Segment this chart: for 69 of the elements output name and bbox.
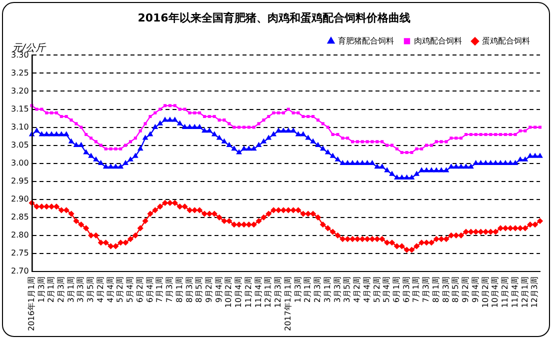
x-tick-label: 5月4周 bbox=[382, 276, 392, 303]
x-tick-label: 4月2周 bbox=[352, 276, 362, 303]
x-tick-label: 12月1周 bbox=[264, 276, 273, 308]
x-tick-label: 11月4周 bbox=[254, 276, 263, 308]
x-tick-label: 3月5周 bbox=[86, 276, 96, 303]
y-tick-label: 3.00 bbox=[11, 158, 29, 168]
y-tick-label: 3.30 bbox=[11, 50, 29, 60]
y-tick-label: 2.95 bbox=[11, 176, 29, 186]
x-tick-label: 7月1周 bbox=[412, 276, 421, 303]
x-tick-label: 2017年1月1周 bbox=[283, 276, 292, 332]
x-tick-label: 7月3周 bbox=[165, 276, 174, 303]
legend-label: 蛋鸡配合饲料 bbox=[482, 36, 530, 46]
x-tick-label: 5月2周 bbox=[116, 276, 125, 303]
x-tick-label: 2月1周 bbox=[303, 276, 312, 303]
x-tick-label: 6月2周 bbox=[135, 276, 144, 303]
x-tick-label: 12月3周 bbox=[530, 276, 540, 308]
x-tick-label: 2月3周 bbox=[56, 276, 66, 303]
chart-title: 2016年以来全国育肥猪、肉鸡和蛋鸡配合饲料价格曲线 bbox=[138, 11, 410, 24]
y-tick-label: 3.05 bbox=[11, 140, 29, 150]
x-tick-label: 4月4周 bbox=[362, 276, 372, 303]
y-tick-label: 2.75 bbox=[11, 248, 29, 258]
x-tick-label: 6月4周 bbox=[145, 276, 154, 303]
x-tick-label: 1月3周 bbox=[293, 276, 302, 303]
x-tick-label: 4月4周 bbox=[106, 276, 115, 303]
x-tick-label: 10月2周 bbox=[224, 276, 234, 308]
y-tick-label: 2.80 bbox=[11, 230, 29, 240]
x-tick-label: 6月3周 bbox=[402, 276, 411, 303]
x-tick-label: 10月4周 bbox=[490, 276, 500, 308]
x-tick-label: 7月3周 bbox=[422, 276, 431, 303]
x-tick-label: 9月2周 bbox=[461, 276, 470, 303]
x-tick-label: 10月4周 bbox=[234, 276, 244, 308]
x-tick-label: 4月2周 bbox=[96, 276, 105, 303]
y-tick-label: 2.85 bbox=[11, 212, 29, 222]
x-tick-label: 8月1周 bbox=[431, 276, 440, 303]
x-tick-label: 8月3周 bbox=[441, 276, 450, 303]
y-tick-label: 2.70 bbox=[11, 266, 29, 276]
x-tick-label: 11月2周 bbox=[500, 276, 510, 308]
x-tick-label: 2月3周 bbox=[313, 276, 322, 303]
x-tick-label: 3月3周 bbox=[76, 276, 86, 303]
x-tick-label: 9月2周 bbox=[204, 276, 214, 303]
x-tick-label: 12月3周 bbox=[274, 276, 283, 308]
x-tick-label: 3月3周 bbox=[332, 276, 342, 303]
x-tick-label: 2月1周 bbox=[46, 276, 56, 303]
x-tick-label: 9月4周 bbox=[470, 276, 480, 303]
x-tick-label: 8月5周 bbox=[194, 276, 204, 303]
y-tick-label: 2.90 bbox=[11, 194, 29, 204]
x-tick-label: 1月3周 bbox=[36, 276, 46, 303]
x-tick-label: 5月4周 bbox=[126, 276, 135, 303]
legend-label: 肉鸡配合饲料 bbox=[414, 36, 462, 46]
y-tick-label: 3.15 bbox=[11, 104, 29, 114]
x-tick-label: 11月2周 bbox=[244, 276, 253, 308]
y-tick-label: 3.25 bbox=[11, 68, 29, 78]
y-tick-label: 3.10 bbox=[11, 122, 29, 132]
x-tick-label: 3月5周 bbox=[342, 276, 352, 303]
x-tick-label: 3月1周 bbox=[66, 276, 76, 303]
x-tick-label: 8月5周 bbox=[451, 276, 460, 303]
x-tick-label: 3月1周 bbox=[322, 276, 332, 303]
x-tick-label: 12月1周 bbox=[520, 276, 530, 308]
x-tick-label: 8月1周 bbox=[174, 276, 184, 303]
legend-label: 育肥猪配合饲料 bbox=[338, 36, 394, 46]
x-tick-label: 8月3周 bbox=[184, 276, 194, 303]
x-tick-label: 5月2周 bbox=[372, 276, 382, 303]
y-tick-label: 3.20 bbox=[11, 86, 29, 96]
x-tick-label: 9月4周 bbox=[214, 276, 224, 303]
x-tick-label: 6月1周 bbox=[392, 276, 401, 303]
x-tick-label: 10月2周 bbox=[480, 276, 490, 308]
x-tick-label: 2016年1月1周 bbox=[26, 276, 36, 332]
x-tick-label: 7月1周 bbox=[155, 276, 164, 303]
x-tick-label: 11月4周 bbox=[510, 276, 520, 308]
